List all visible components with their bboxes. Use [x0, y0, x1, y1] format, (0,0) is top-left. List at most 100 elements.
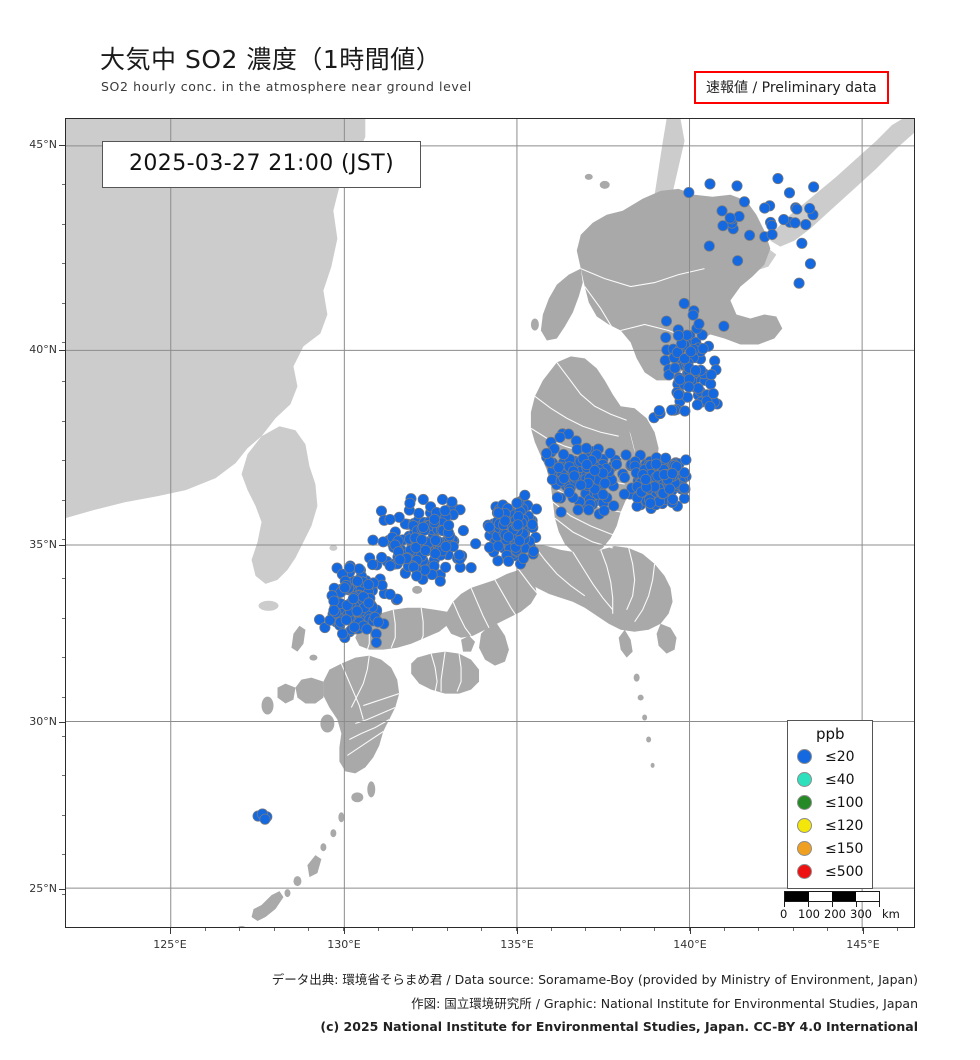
so2-station-marker[interactable] [337, 628, 349, 640]
so2-station-marker[interactable] [724, 212, 736, 224]
so2-station-marker[interactable] [394, 554, 406, 566]
so2-station-marker[interactable] [598, 505, 610, 517]
so2-station-marker[interactable] [347, 593, 359, 605]
so2-station-marker[interactable] [363, 597, 375, 609]
so2-station-marker[interactable] [526, 518, 538, 530]
so2-station-marker[interactable] [703, 240, 715, 252]
so2-station-marker[interactable] [789, 217, 801, 229]
so2-station-marker[interactable] [517, 552, 529, 564]
so2-station-marker[interactable] [669, 362, 681, 374]
so2-station-marker[interactable] [704, 400, 716, 413]
so2-station-marker[interactable] [800, 219, 812, 231]
so2-station-marker[interactable] [692, 382, 704, 394]
so2-station-marker[interactable] [667, 493, 679, 505]
so2-station-marker[interactable] [404, 497, 416, 509]
so2-station-marker[interactable] [580, 442, 592, 454]
so2-station-marker[interactable] [465, 562, 477, 574]
so2-station-marker[interactable] [674, 374, 686, 386]
so2-station-marker[interactable] [604, 447, 616, 459]
so2-station-marker[interactable] [411, 570, 423, 582]
so2-station-marker[interactable] [704, 178, 716, 190]
so2-station-marker[interactable] [664, 483, 676, 495]
so2-station-marker[interactable] [672, 330, 684, 342]
so2-station-marker[interactable] [568, 470, 580, 482]
so2-station-marker[interactable] [705, 378, 717, 390]
so2-station-marker[interactable] [716, 205, 728, 217]
so2-station-marker[interactable] [791, 203, 803, 215]
so2-station-marker[interactable] [687, 309, 699, 321]
so2-station-marker[interactable] [690, 364, 702, 377]
so2-station-marker[interactable] [361, 623, 373, 635]
so2-station-marker[interactable] [375, 505, 387, 517]
so2-station-marker[interactable] [393, 511, 405, 523]
so2-station-marker[interactable] [660, 332, 672, 344]
so2-station-marker[interactable] [348, 621, 360, 633]
so2-station-marker[interactable] [483, 521, 495, 533]
so2-station-marker[interactable] [558, 472, 570, 484]
so2-station-marker[interactable] [618, 488, 630, 500]
so2-station-marker[interactable] [417, 493, 429, 505]
so2-station-marker[interactable] [511, 497, 523, 509]
so2-station-marker[interactable] [553, 462, 565, 474]
so2-station-marker[interactable] [367, 559, 379, 571]
so2-station-marker[interactable] [718, 320, 730, 332]
so2-station-marker[interactable] [672, 389, 684, 401]
so2-station-marker[interactable] [370, 636, 382, 649]
so2-station-marker[interactable] [796, 237, 808, 249]
so2-station-marker[interactable] [457, 525, 469, 537]
so2-station-marker[interactable] [793, 277, 805, 289]
so2-station-marker[interactable] [678, 297, 690, 309]
so2-station-marker[interactable] [766, 228, 778, 241]
so2-station-marker[interactable] [503, 555, 515, 567]
so2-station-marker[interactable] [685, 346, 697, 358]
so2-station-marker[interactable] [571, 443, 583, 455]
so2-station-marker[interactable] [733, 210, 745, 222]
so2-station-marker[interactable] [683, 381, 695, 393]
so2-station-marker[interactable] [384, 560, 396, 572]
so2-station-marker[interactable] [589, 465, 601, 477]
so2-station-marker[interactable] [555, 506, 567, 518]
so2-station-marker[interactable] [259, 813, 271, 825]
so2-station-marker[interactable] [804, 258, 816, 270]
so2-station-marker[interactable] [502, 531, 514, 543]
so2-station-marker[interactable] [772, 173, 784, 185]
so2-station-marker[interactable] [440, 561, 452, 573]
so2-station-marker[interactable] [563, 486, 575, 498]
so2-station-marker[interactable] [324, 614, 336, 626]
so2-station-marker[interactable] [778, 214, 790, 226]
so2-station-marker[interactable] [512, 519, 524, 531]
so2-station-marker[interactable] [666, 404, 678, 416]
so2-station-marker[interactable] [671, 346, 683, 358]
so2-station-marker[interactable] [377, 536, 389, 548]
so2-station-marker[interactable] [351, 575, 363, 587]
so2-station-marker[interactable] [705, 369, 717, 381]
so2-station-marker[interactable] [575, 479, 587, 491]
so2-station-marker[interactable] [679, 353, 691, 365]
so2-station-marker[interactable] [678, 467, 690, 479]
so2-station-marker[interactable] [744, 229, 756, 241]
so2-station-marker[interactable] [679, 405, 691, 417]
so2-station-marker[interactable] [660, 452, 672, 464]
so2-station-marker[interactable] [416, 534, 428, 546]
so2-station-marker[interactable] [650, 458, 662, 470]
so2-station-marker[interactable] [453, 549, 465, 561]
so2-station-marker[interactable] [492, 540, 504, 552]
so2-station-marker[interactable] [731, 180, 743, 192]
so2-station-marker[interactable] [417, 521, 429, 533]
so2-station-marker[interactable] [738, 196, 750, 208]
so2-station-marker[interactable] [717, 220, 729, 232]
so2-station-marker[interactable] [362, 579, 374, 591]
so2-station-marker[interactable] [384, 588, 396, 600]
so2-station-marker[interactable] [527, 545, 540, 557]
so2-station-marker[interactable] [683, 186, 695, 199]
so2-station-marker[interactable] [644, 497, 656, 509]
so2-station-marker[interactable] [493, 507, 505, 519]
so2-station-marker[interactable] [599, 477, 611, 489]
so2-station-marker[interactable] [470, 538, 482, 550]
so2-station-marker[interactable] [440, 541, 452, 553]
so2-station-marker[interactable] [499, 515, 511, 527]
so2-station-marker[interactable] [436, 493, 449, 505]
so2-station-marker[interactable] [541, 447, 553, 460]
so2-station-marker[interactable] [372, 616, 384, 628]
so2-station-marker[interactable] [384, 513, 396, 526]
